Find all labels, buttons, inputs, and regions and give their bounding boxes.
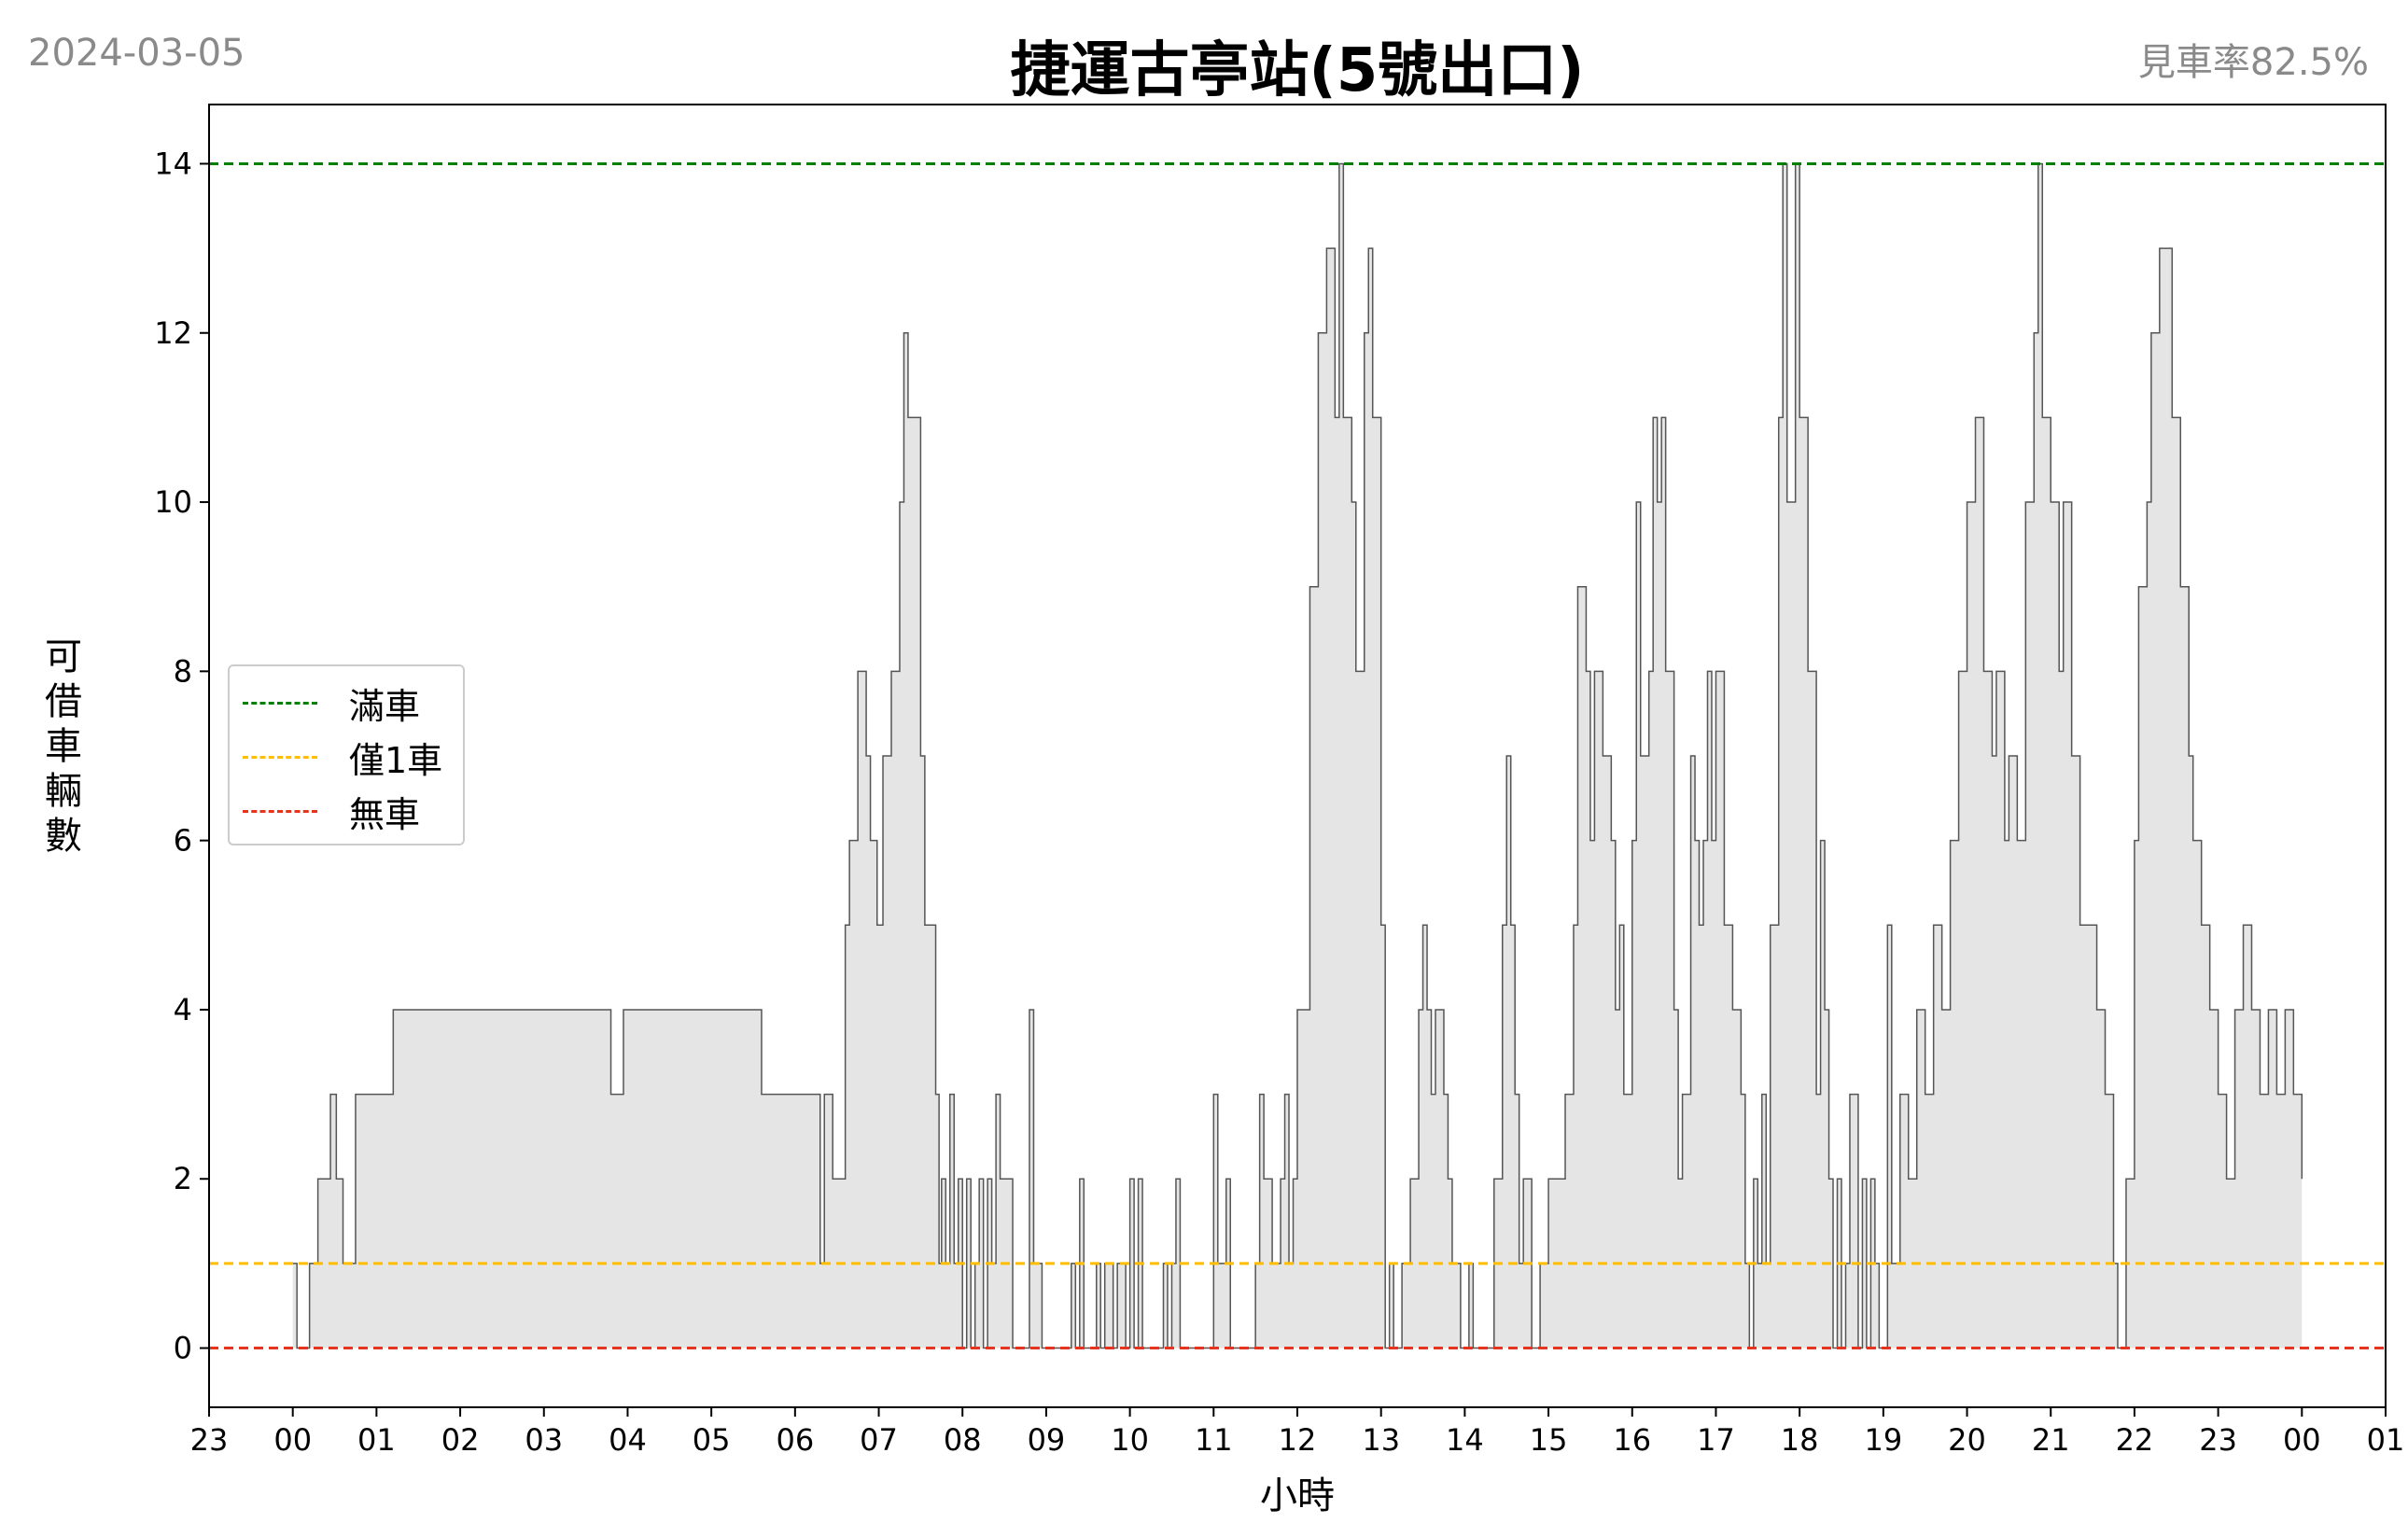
legend-swatch-full <box>243 701 317 705</box>
x-axis-label: 小時 <box>1260 1474 1335 1517</box>
x-tick-label: 20 <box>1948 1422 1986 1458</box>
legend-label-empty: 無車 <box>349 793 421 835</box>
x-tick-label: 00 <box>2283 1422 2321 1458</box>
x-tick-label: 08 <box>944 1422 982 1458</box>
availability-rate: 見車率82.5% <box>2137 41 2369 84</box>
x-tick-label: 15 <box>1530 1422 1568 1458</box>
x-tick-label: 02 <box>441 1422 480 1458</box>
y-tick-label: 4 <box>174 992 192 1027</box>
y-axis-label: 可借車輛數 <box>45 636 82 858</box>
x-tick-label: 04 <box>609 1422 647 1458</box>
x-tick-label: 19 <box>1864 1422 1902 1458</box>
x-tick-label: 11 <box>1195 1422 1233 1458</box>
x-tick-label: 21 <box>2032 1422 2070 1458</box>
x-tick-label: 07 <box>860 1422 898 1458</box>
legend-item-full: 滿車 <box>243 676 420 730</box>
x-tick-label: 01 <box>357 1422 396 1458</box>
legend-swatch-empty <box>243 809 317 813</box>
legend-item-empty: 無車 <box>243 784 420 838</box>
x-tick-label: 16 <box>1613 1422 1651 1458</box>
x-tick-label: 23 <box>190 1422 229 1458</box>
x-tick-label: 06 <box>776 1422 814 1458</box>
legend-label-one: 僅1車 <box>349 739 443 781</box>
x-tick-label: 13 <box>1362 1422 1400 1458</box>
legend: 滿車 僅1車 無車 <box>228 664 465 845</box>
x-tick-label: 23 <box>2199 1422 2237 1458</box>
y-tick-label: 6 <box>174 823 192 859</box>
y-tick-label: 10 <box>154 484 192 520</box>
date-label: 2024-03-05 <box>28 32 245 75</box>
y-tick-label: 2 <box>174 1161 192 1196</box>
legend-label-full: 滿車 <box>349 685 421 727</box>
x-tick-label: 17 <box>1697 1422 1735 1458</box>
x-tick-label: 22 <box>2116 1422 2154 1458</box>
series-line-0 <box>292 162 2303 1349</box>
legend-item-one: 僅1車 <box>243 730 442 784</box>
y-tick-label: 0 <box>174 1331 192 1366</box>
x-tick-label: 12 <box>1279 1422 1317 1458</box>
x-tick-label: 03 <box>525 1422 563 1458</box>
x-tick-label: 05 <box>693 1422 731 1458</box>
x-tick-label: 09 <box>1028 1422 1066 1458</box>
y-tick-label: 14 <box>154 146 192 181</box>
x-tick-label: 00 <box>273 1422 312 1458</box>
x-tick-label: 01 <box>2367 1422 2405 1458</box>
x-tick-label: 14 <box>1446 1422 1484 1458</box>
chart-title: 捷運古亭站(5號出口) <box>1010 36 1585 105</box>
x-tick-label: 10 <box>1111 1422 1149 1458</box>
y-tick-label: 8 <box>174 653 192 689</box>
series-area-0 <box>292 163 2303 1348</box>
y-tick-label: 12 <box>154 315 192 351</box>
x-tick-label: 18 <box>1781 1422 1819 1458</box>
legend-swatch-one <box>243 755 317 759</box>
